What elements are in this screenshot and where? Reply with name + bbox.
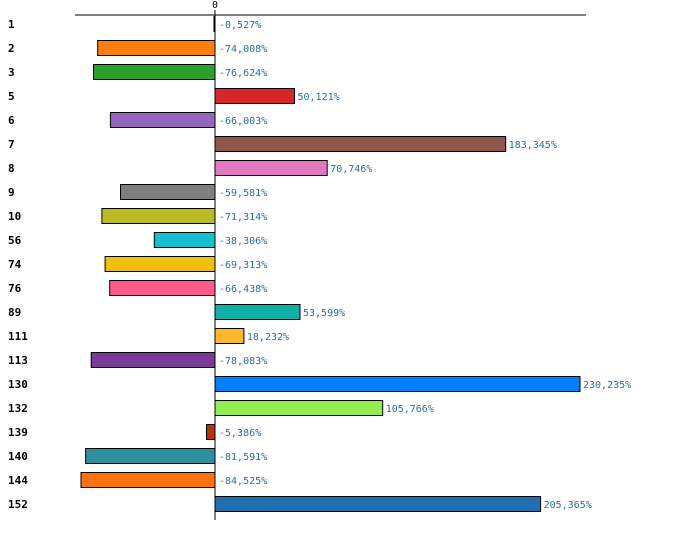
value-label-9: -59,581% xyxy=(219,188,267,199)
value-label-144: -84,525% xyxy=(219,476,267,487)
category-label-111: 111 xyxy=(8,330,28,343)
bar-111 xyxy=(214,328,245,344)
bar-6 xyxy=(109,112,216,128)
bar-152 xyxy=(214,496,542,512)
value-label-10: -71,314% xyxy=(219,212,267,223)
category-label-89: 89 xyxy=(8,306,21,319)
value-label-139: -5,386% xyxy=(219,428,261,439)
category-label-10: 10 xyxy=(8,210,21,223)
value-label-130: 230,235% xyxy=(583,380,631,391)
category-label-132: 132 xyxy=(8,402,28,415)
bar-144 xyxy=(80,472,216,488)
value-label-76: -66,438% xyxy=(219,284,267,295)
value-label-140: -81,591% xyxy=(219,452,267,463)
bar-76 xyxy=(109,280,216,296)
labels-layer: 1 -0,527% 2 -74,008% 3 -76,624% 5 50,121% 6 -66,0… xyxy=(8,18,631,511)
value-label-6: -66,003% xyxy=(219,116,267,127)
category-label-56: 56 xyxy=(8,234,22,247)
value-label-113: -78,083% xyxy=(219,356,267,367)
category-label-130: 130 xyxy=(8,378,28,391)
value-label-8: 70,746% xyxy=(330,164,372,175)
bar-113 xyxy=(90,352,216,368)
value-label-132: 105,766% xyxy=(386,404,434,415)
bar-2 xyxy=(97,40,216,56)
bar-9 xyxy=(120,184,216,200)
x-tick-label-zero: 0 xyxy=(212,0,218,11)
bar-74 xyxy=(104,256,216,272)
bars-layer xyxy=(80,16,581,512)
category-label-1: 1 xyxy=(8,18,15,31)
value-label-152: 205,365% xyxy=(544,500,592,511)
value-label-56: -38,306% xyxy=(219,236,267,247)
category-label-140: 140 xyxy=(8,450,28,463)
bar-3 xyxy=(93,64,216,80)
category-label-9: 9 xyxy=(8,186,15,199)
bar-140 xyxy=(85,448,216,464)
value-label-74: -69,313% xyxy=(219,260,267,271)
bar-10 xyxy=(101,208,216,224)
value-label-7: 183,345% xyxy=(509,140,557,151)
value-label-89: 53,599% xyxy=(303,308,345,319)
bar-130 xyxy=(214,376,581,392)
value-label-5: 50,121% xyxy=(298,92,340,103)
bar-7 xyxy=(214,136,507,152)
bar-8 xyxy=(214,160,328,176)
category-label-2: 2 xyxy=(8,42,15,55)
value-label-2: -74,008% xyxy=(219,44,267,55)
bar-139 xyxy=(206,424,216,440)
category-label-7: 7 xyxy=(8,138,15,151)
category-label-113: 113 xyxy=(8,354,28,367)
category-label-152: 152 xyxy=(8,498,28,511)
bar-56 xyxy=(153,232,216,248)
category-label-144: 144 xyxy=(8,474,28,487)
value-label-3: -76,624% xyxy=(219,68,267,79)
value-label-111: 18,232% xyxy=(247,332,289,343)
bar-132 xyxy=(214,400,384,416)
category-label-139: 139 xyxy=(8,426,28,439)
bar-89 xyxy=(214,304,301,320)
value-label-1: -0,527% xyxy=(219,20,261,31)
category-label-3: 3 xyxy=(8,66,15,79)
category-label-5: 5 xyxy=(8,90,15,103)
bar-5 xyxy=(214,88,295,104)
category-label-76: 76 xyxy=(8,282,22,295)
category-label-74: 74 xyxy=(8,258,22,271)
category-label-6: 6 xyxy=(8,114,15,127)
category-label-8: 8 xyxy=(8,162,15,175)
